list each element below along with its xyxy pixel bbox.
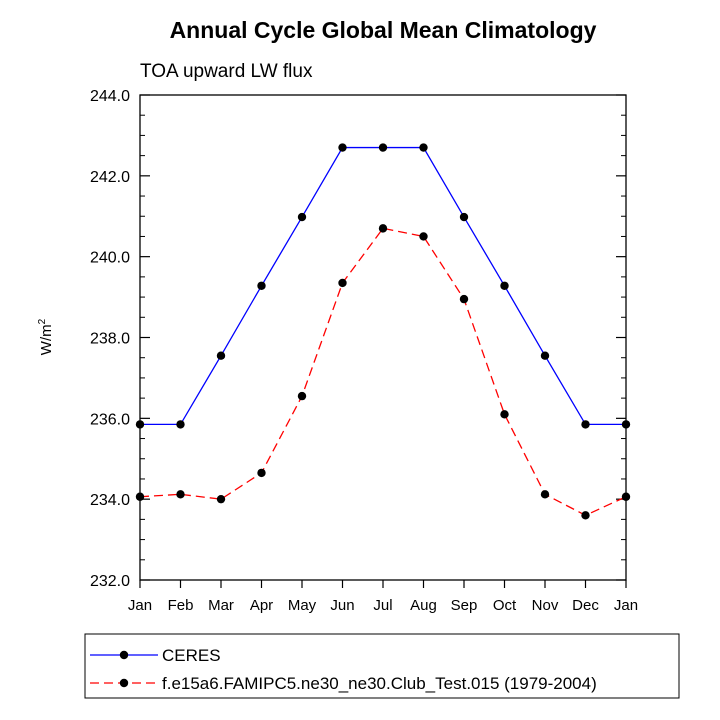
legend: CERES f.e15a6.FAMIPC5.ne30_ne30.Club_Test… bbox=[84, 633, 680, 699]
y-axis-label-base: W/m bbox=[38, 324, 55, 355]
series-1-point bbox=[257, 281, 266, 290]
y-tick-label: 234.0 bbox=[90, 492, 130, 509]
x-tick-label: Aug bbox=[410, 597, 437, 614]
y-tick-label: 232.0 bbox=[90, 573, 130, 590]
y-tick-label: 244.0 bbox=[90, 88, 130, 105]
series-2-point bbox=[176, 490, 185, 499]
y-tick-label: 238.0 bbox=[90, 331, 130, 348]
y-tick-label: 240.0 bbox=[90, 250, 130, 267]
x-tick-label: Mar bbox=[208, 597, 234, 614]
x-tick-label: Jan bbox=[614, 597, 638, 614]
x-tick-label: Apr bbox=[250, 597, 273, 614]
series-2-point bbox=[621, 492, 631, 501]
series-1-point bbox=[581, 420, 590, 429]
series-2-point bbox=[135, 492, 145, 501]
series-2-point bbox=[540, 490, 550, 499]
series-2-point bbox=[459, 294, 469, 304]
chart-subtitle: TOA upward LW flux bbox=[140, 61, 313, 82]
series-2-point bbox=[257, 468, 266, 478]
x-tick-label: Nov bbox=[532, 597, 559, 614]
legend-marker-2 bbox=[119, 678, 129, 688]
series-2-point bbox=[500, 410, 509, 419]
series-2-point bbox=[419, 232, 428, 241]
series-2-point bbox=[216, 494, 226, 504]
legend-box bbox=[84, 633, 680, 699]
series-1-point bbox=[297, 212, 307, 222]
series-1-point bbox=[176, 420, 185, 429]
series-2-point bbox=[338, 278, 347, 288]
x-tick-label: Sep bbox=[451, 597, 478, 614]
series-1-point bbox=[459, 212, 469, 222]
series-1-point bbox=[135, 420, 145, 429]
x-tick-label: Jan bbox=[128, 597, 152, 614]
series-2-point bbox=[297, 391, 307, 401]
y-tick-label: 236.0 bbox=[90, 411, 130, 428]
y-tick-label: 242.0 bbox=[90, 169, 130, 186]
x-tick-label: May bbox=[288, 597, 317, 614]
y-axis-label: W/m2 bbox=[37, 318, 55, 355]
chart-title: Annual Cycle Global Mean Climatology bbox=[170, 17, 597, 43]
x-tick-label: Oct bbox=[493, 597, 517, 614]
y-axis-label-superscript: 2 bbox=[37, 318, 48, 324]
series-1-point bbox=[216, 351, 226, 360]
series-2-point bbox=[378, 224, 388, 233]
series-1-point bbox=[378, 143, 388, 152]
x-tick-label: Jun bbox=[330, 597, 354, 614]
series-1-point bbox=[621, 420, 631, 429]
series-2-point bbox=[581, 511, 590, 520]
legend-label-1: CERES bbox=[162, 646, 221, 665]
series-1-point bbox=[338, 143, 347, 152]
x-tick-label: Feb bbox=[168, 597, 194, 614]
legend-label-2: f.e15a6.FAMIPC5.ne30_ne30.Club_Test.015 … bbox=[162, 674, 597, 693]
x-tick-label: Dec bbox=[572, 597, 599, 614]
series-1-point bbox=[500, 281, 509, 290]
x-tick-label: Jul bbox=[373, 597, 392, 614]
plot-area: 232.0 234.0 236.0 238.0 240.0 242.0 244.0 Jan Fe… bbox=[90, 88, 638, 614]
series-1-point bbox=[540, 351, 550, 360]
legend-marker-1 bbox=[119, 650, 129, 660]
series-1-point bbox=[419, 143, 428, 152]
